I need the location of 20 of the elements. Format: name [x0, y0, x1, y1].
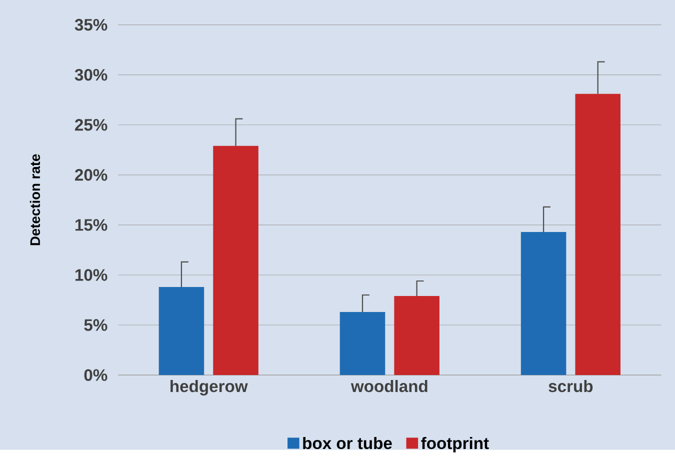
- legend-label: box or tube: [303, 437, 392, 450]
- bar: [213, 146, 258, 376]
- legend-label: footprint: [421, 437, 489, 453]
- y-tick-label: 0%: [84, 369, 108, 382]
- y-axis-title: Detection rate: [30, 154, 40, 246]
- y-tick-label: 20%: [75, 169, 108, 181]
- y-tick-label: 5%: [84, 319, 108, 332]
- y-tick-label: 35%: [74, 19, 108, 31]
- bar: [394, 296, 440, 376]
- y-tick-label: 10%: [75, 269, 108, 282]
- bar: [340, 312, 386, 376]
- bar: [520, 232, 566, 376]
- x-tick-label: woodland: [350, 380, 428, 392]
- x-tick-label: hedgerow: [170, 380, 248, 396]
- x-tick-label: scrub: [548, 380, 593, 392]
- y-tick-label: 30%: [74, 69, 108, 81]
- y-tick-label: 15%: [75, 219, 108, 232]
- bar: [575, 94, 620, 376]
- y-tick-label: 25%: [75, 119, 108, 131]
- bar: [158, 287, 204, 376]
